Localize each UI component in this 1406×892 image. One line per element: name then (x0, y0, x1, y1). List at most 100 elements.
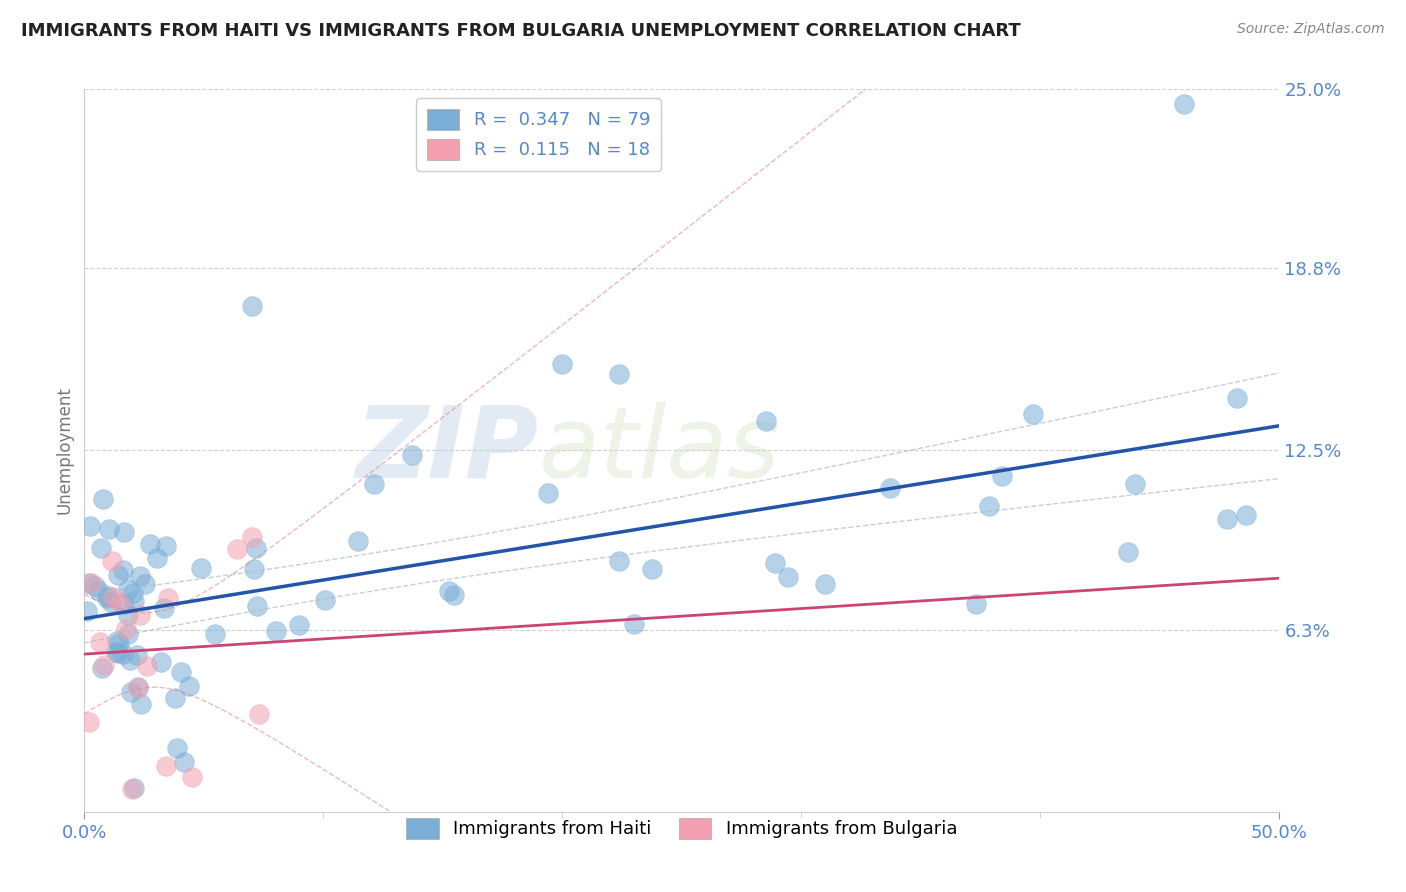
Point (965, 597, 987, 611)
Point (127, 680, 149, 694)
Point (101, 554, 124, 568)
Point (145, 551, 167, 566)
Point (96, 591, 118, 606)
Point (1116, 545, 1139, 559)
Point (1173, 96, 1195, 111)
Point (104, 645, 127, 659)
Point (117, 608, 139, 623)
Text: atlas: atlas (538, 402, 780, 499)
Point (266, 624, 288, 638)
Point (111, 648, 134, 662)
Point (1226, 391, 1249, 405)
Point (83, 579, 105, 593)
Point (77, 576, 100, 591)
Point (139, 536, 162, 550)
Point (101, 590, 124, 604)
Point (190, 561, 212, 575)
Point (152, 601, 174, 615)
Point (641, 562, 664, 576)
Point (111, 563, 134, 577)
Point (93, 657, 115, 672)
Point (122, 780, 145, 795)
Point (150, 655, 173, 669)
Point (165, 690, 187, 705)
Point (90, 541, 112, 555)
Point (990, 468, 1012, 483)
Point (121, 586, 143, 600)
Point (112, 524, 135, 539)
Point (77, 715, 100, 730)
Point (173, 755, 195, 769)
Text: Source: ZipAtlas.com: Source: ZipAtlas.com (1237, 22, 1385, 37)
Point (181, 770, 204, 784)
Point (121, 781, 143, 796)
Point (117, 627, 139, 641)
Point (96, 590, 118, 604)
Point (204, 627, 226, 641)
Point (551, 357, 574, 371)
Point (443, 588, 465, 602)
Point (879, 481, 901, 495)
Point (537, 486, 560, 500)
Point (243, 562, 266, 576)
Point (1234, 508, 1257, 522)
Point (240, 299, 263, 313)
Point (347, 534, 370, 549)
Point (128, 607, 150, 622)
Point (118, 653, 141, 667)
Point (105, 634, 128, 648)
Point (401, 448, 423, 462)
Point (97, 522, 120, 536)
Point (247, 706, 270, 721)
Point (179, 679, 201, 693)
Point (288, 618, 311, 632)
Point (246, 599, 269, 614)
Legend: Immigrants from Haiti, Immigrants from Bulgaria: Immigrants from Haiti, Immigrants from B… (399, 811, 965, 846)
Point (115, 622, 138, 636)
Point (89, 635, 111, 649)
Point (80, 575, 103, 590)
Point (127, 648, 149, 663)
Point (776, 570, 799, 584)
Point (112, 597, 135, 611)
Point (156, 591, 179, 606)
Text: ZIP: ZIP (356, 402, 538, 499)
Point (607, 554, 630, 568)
Point (136, 659, 159, 673)
Point (107, 646, 129, 660)
Point (763, 556, 786, 570)
Point (117, 582, 139, 596)
Y-axis label: Unemployment: Unemployment (55, 386, 73, 515)
Point (122, 593, 145, 607)
Point (977, 499, 1000, 513)
Point (100, 595, 122, 609)
Point (155, 539, 177, 553)
Point (76, 604, 98, 618)
Point (127, 681, 149, 695)
Point (1123, 477, 1146, 491)
Point (170, 665, 193, 680)
Point (607, 367, 630, 381)
Point (107, 636, 129, 650)
Point (128, 569, 150, 583)
Point (120, 685, 142, 699)
Point (1216, 512, 1239, 526)
Point (226, 541, 249, 556)
Point (90, 661, 112, 675)
Point (91, 492, 114, 507)
Point (134, 577, 156, 591)
Point (107, 567, 129, 582)
Point (155, 759, 177, 773)
Point (245, 541, 267, 556)
Point (363, 477, 385, 491)
Text: IMMIGRANTS FROM HAITI VS IMMIGRANTS FROM BULGARIA UNEMPLOYMENT CORRELATION CHART: IMMIGRANTS FROM HAITI VS IMMIGRANTS FROM… (21, 22, 1021, 40)
Point (755, 414, 778, 428)
Point (437, 584, 460, 599)
Point (314, 593, 336, 607)
Point (240, 530, 263, 544)
Point (131, 697, 153, 711)
Point (166, 741, 188, 756)
Point (79, 518, 101, 533)
Point (108, 596, 131, 610)
Point (814, 577, 837, 591)
